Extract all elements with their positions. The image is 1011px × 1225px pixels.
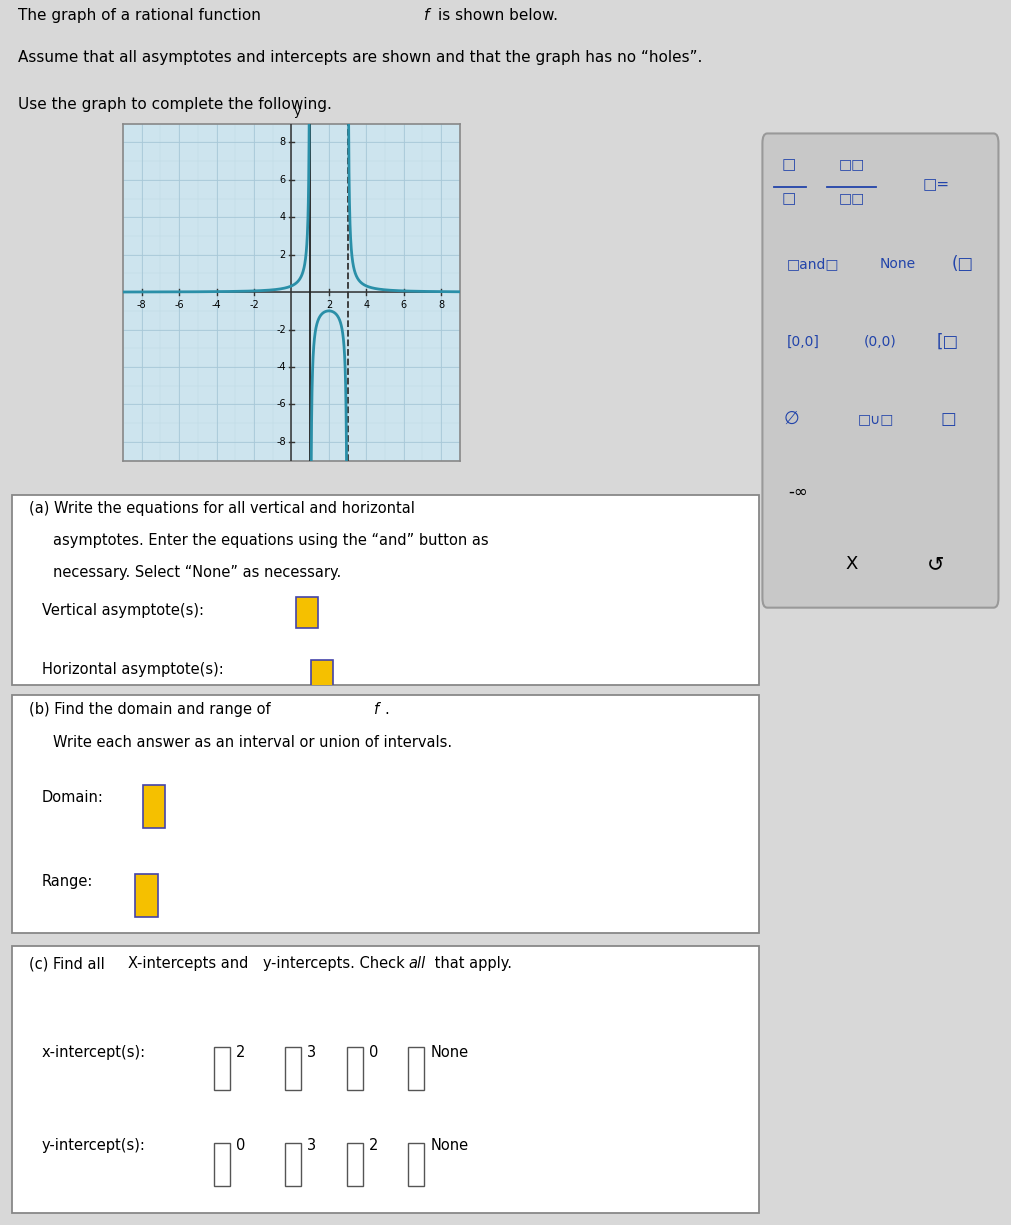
Text: □□: □□	[837, 158, 863, 172]
Text: 2: 2	[326, 300, 332, 310]
Text: 0: 0	[236, 1138, 246, 1153]
Bar	[143, 785, 165, 828]
Text: (0,0): (0,0)	[863, 334, 896, 349]
Text: -4: -4	[211, 300, 221, 310]
Text: 3: 3	[307, 1045, 316, 1060]
Text: 2: 2	[369, 1138, 378, 1153]
Text: ↺: ↺	[926, 554, 943, 575]
Text: □and□: □and□	[786, 257, 838, 271]
Text: necessary. Select “None” as necessary.: necessary. Select “None” as necessary.	[54, 565, 341, 581]
Text: -2: -2	[276, 325, 285, 334]
Text: -8: -8	[276, 437, 285, 447]
Bar	[310, 660, 333, 691]
Text: X: X	[127, 957, 137, 971]
Text: [□: [□	[936, 332, 958, 350]
Text: Write each answer as an interval or union of intervals.: Write each answer as an interval or unio…	[54, 735, 452, 750]
Text: -8: -8	[136, 300, 147, 310]
Text: (□: (□	[950, 255, 973, 273]
Text: ∅: ∅	[783, 410, 799, 428]
Text: -intercepts and: -intercepts and	[136, 957, 253, 971]
Text: Vertical asymptote(s):: Vertical asymptote(s):	[42, 603, 204, 619]
Bar	[407, 1047, 424, 1090]
Text: 8: 8	[438, 300, 444, 310]
Text: □∪□: □∪□	[856, 412, 893, 426]
Text: -intercepts. Check: -intercepts. Check	[271, 957, 409, 971]
FancyBboxPatch shape	[761, 134, 998, 608]
Text: (a) Write the equations for all vertical and horizontal: (a) Write the equations for all vertical…	[28, 501, 415, 516]
Text: 6: 6	[400, 300, 406, 310]
Text: is shown below.: is shown below.	[438, 9, 558, 23]
Bar	[347, 1143, 363, 1186]
Text: -6: -6	[276, 399, 285, 409]
Text: □: □	[780, 158, 796, 173]
Text: 2: 2	[279, 250, 285, 260]
Text: (b) Find the domain and range of: (b) Find the domain and range of	[28, 702, 275, 717]
Bar	[213, 1047, 229, 1090]
Text: y: y	[293, 105, 300, 118]
Text: all: all	[407, 957, 425, 971]
Text: (c) Find all: (c) Find all	[28, 957, 109, 971]
Bar	[347, 1047, 363, 1090]
Bar	[295, 598, 318, 627]
Text: x-intercept(s):: x-intercept(s):	[42, 1045, 146, 1060]
Bar	[284, 1047, 301, 1090]
Text: that apply.: that apply.	[430, 957, 512, 971]
Text: None: None	[879, 257, 915, 271]
Text: 4: 4	[363, 300, 369, 310]
Bar	[407, 1143, 424, 1186]
Text: 2: 2	[236, 1045, 246, 1060]
Text: -2: -2	[249, 300, 259, 310]
Text: □: □	[939, 410, 954, 428]
Text: -4: -4	[276, 363, 285, 372]
Text: 0: 0	[369, 1045, 378, 1060]
Text: -∞: -∞	[788, 483, 808, 501]
Text: y-intercept(s):: y-intercept(s):	[42, 1138, 146, 1153]
Text: f: f	[374, 702, 379, 717]
Bar	[213, 1143, 229, 1186]
Text: X: X	[844, 555, 857, 573]
Text: Horizontal asymptote(s):: Horizontal asymptote(s):	[42, 662, 223, 677]
Text: y: y	[262, 957, 271, 971]
Text: Assume that all asymptotes and intercepts are shown and that the graph has no “h: Assume that all asymptotes and intercept…	[18, 50, 702, 65]
Text: Range:: Range:	[42, 873, 93, 888]
Text: -6: -6	[174, 300, 184, 310]
Text: None: None	[430, 1138, 468, 1153]
Text: □: □	[780, 191, 796, 207]
Text: 6: 6	[279, 175, 285, 185]
Text: The graph of a rational function: The graph of a rational function	[18, 9, 266, 23]
Text: None: None	[430, 1045, 468, 1060]
Text: [0,0]: [0,0]	[787, 334, 819, 349]
Text: 4: 4	[279, 212, 285, 222]
Text: 3: 3	[307, 1138, 316, 1153]
Text: .: .	[384, 702, 388, 717]
Bar	[135, 873, 158, 916]
Text: f: f	[424, 9, 429, 23]
Bar	[284, 1143, 301, 1186]
Text: □=: □=	[921, 176, 948, 192]
Text: 8: 8	[279, 137, 285, 147]
Text: Use the graph to complete the following.: Use the graph to complete the following.	[18, 97, 332, 111]
Text: Domain:: Domain:	[42, 790, 104, 805]
Text: asymptotes. Enter the equations using the “and” button as: asymptotes. Enter the equations using th…	[54, 533, 488, 548]
Text: □□: □□	[837, 191, 863, 206]
